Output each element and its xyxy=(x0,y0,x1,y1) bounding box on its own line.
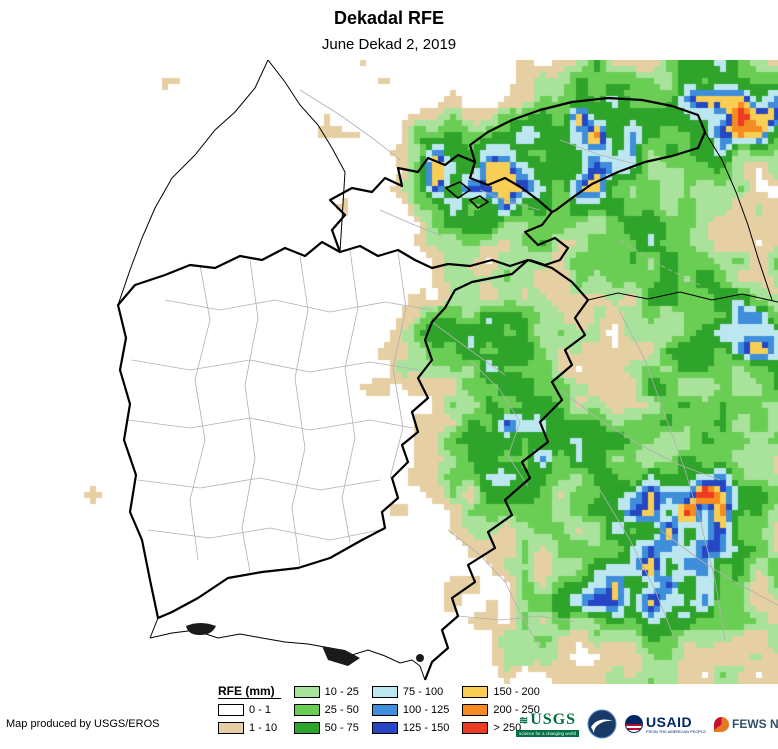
legend-label: 75 - 100 xyxy=(402,686,444,698)
credit-text: Map produced by USGS/EROS xyxy=(6,718,160,730)
borders-overlay xyxy=(116,60,778,681)
country-border-tajikistan xyxy=(328,153,570,267)
fewsnet-wordmark: FEWS NET xyxy=(731,717,778,731)
coastline-arabian-sea xyxy=(149,629,426,681)
usaid-emblem-icon xyxy=(625,715,644,733)
page-title: Dekadal RFE xyxy=(333,8,445,28)
legend-item: 100 - 125 xyxy=(371,702,450,718)
legend-item: 50 - 75 xyxy=(293,720,359,736)
noaa-emblem-icon xyxy=(587,709,617,739)
legend-swatch xyxy=(293,722,320,734)
legend-swatch xyxy=(371,722,398,734)
usgs-tagline: science for a changing world xyxy=(516,730,580,737)
legend-label: 200 - 250 xyxy=(493,704,540,716)
water-body-3 xyxy=(416,654,424,662)
admin-lines-afghanistan xyxy=(127,249,433,573)
legend-swatch xyxy=(218,704,244,716)
border-china-west xyxy=(704,131,773,301)
border-turkmenistan-iran xyxy=(117,60,269,306)
disputed-line-dashed xyxy=(619,239,701,286)
legend-swatch xyxy=(293,704,320,716)
admin-lines-india xyxy=(559,311,778,641)
legend-swatch xyxy=(462,686,489,698)
enclave-borders-fergana xyxy=(445,181,489,209)
legend-swatch xyxy=(462,722,489,734)
usgs-logo: ≋ USGS science for a changing world xyxy=(516,711,580,737)
border-iran-pakistan xyxy=(149,617,159,639)
legend-column-2: 10 - 25 25 - 50 50 - 75 xyxy=(293,684,359,738)
legend-label: > 250 xyxy=(493,722,522,734)
legend-item: 1 - 10 xyxy=(218,720,281,736)
legend-label: 10 - 25 xyxy=(324,686,359,698)
legend-label: 125 - 150 xyxy=(402,722,450,734)
usgs-waves-icon: ≋ xyxy=(519,715,529,727)
country-border-kyrgyzstan xyxy=(468,96,707,213)
legend-swatch xyxy=(218,722,244,734)
legend-label: 100 - 125 xyxy=(402,704,450,716)
water-body-2 xyxy=(322,646,360,666)
usaid-logo: USAID FROM THE AMERICAN PEOPLE xyxy=(625,715,706,734)
legend-item: 25 - 50 xyxy=(293,702,359,718)
country-border-afghanistan xyxy=(116,240,530,620)
legend-column-1: RFE (mm) 0 - 1 1 - 10 xyxy=(218,684,281,738)
usaid-wordmark: USAID xyxy=(646,713,693,730)
noaa-logo xyxy=(587,709,617,739)
rainfall-map xyxy=(0,60,778,684)
legend-swatch xyxy=(371,686,398,698)
legend-label: 150 - 200 xyxy=(493,686,540,698)
legend-item: 75 - 100 xyxy=(371,684,449,700)
legend-item: 10 - 25 xyxy=(293,684,359,700)
usaid-tagline: FROM THE AMERICAN PEOPLE xyxy=(646,728,706,734)
legend-item: 0 - 1 xyxy=(218,702,281,718)
legend-label: 25 - 50 xyxy=(324,704,359,716)
water-body-1 xyxy=(186,623,216,635)
legend-item: 150 - 200 xyxy=(462,684,540,700)
map-header: Dekadal RFE June Dekad 2, 2019 xyxy=(0,8,778,53)
border-turkmenistan-uzbekistan xyxy=(267,60,346,253)
legend-title: RFE (mm) xyxy=(218,684,281,699)
legend-item: 125 - 150 xyxy=(371,720,450,736)
admin-lines-pakistan xyxy=(431,321,576,649)
legend-label: 50 - 75 xyxy=(324,722,359,734)
rfe-raster-canvas xyxy=(0,60,778,684)
page-subtitle: June Dekad 2, 2019 xyxy=(321,36,457,53)
legend-column-4: 150 - 200 200 - 250 > 250 xyxy=(462,684,540,738)
legend-swatch xyxy=(371,704,398,716)
country-border-pakistan xyxy=(423,258,590,681)
usgs-wordmark: USGS xyxy=(530,711,577,728)
border-india-china xyxy=(587,291,778,303)
legend-swatch xyxy=(293,686,320,698)
legend-column-3: 75 - 100 100 - 125 125 - 150 xyxy=(371,684,450,738)
agency-logos: ≋ USGS science for a changing world USAI… xyxy=(516,703,778,745)
fewsnet-flame-icon xyxy=(713,716,729,732)
legend: RFE (mm) 0 - 1 1 - 10 10 - 25 25 - 50 50… xyxy=(218,684,540,738)
legend-label: 1 - 10 xyxy=(249,722,278,734)
legend-swatch xyxy=(462,704,489,716)
admin-lines-central-asia xyxy=(299,89,641,237)
legend-item: 200 - 250 xyxy=(462,702,540,718)
legend-item: > 250 xyxy=(462,720,539,736)
legend-label: 0 - 1 xyxy=(249,704,272,716)
fewsnet-logo: FEWS NET xyxy=(713,716,778,732)
